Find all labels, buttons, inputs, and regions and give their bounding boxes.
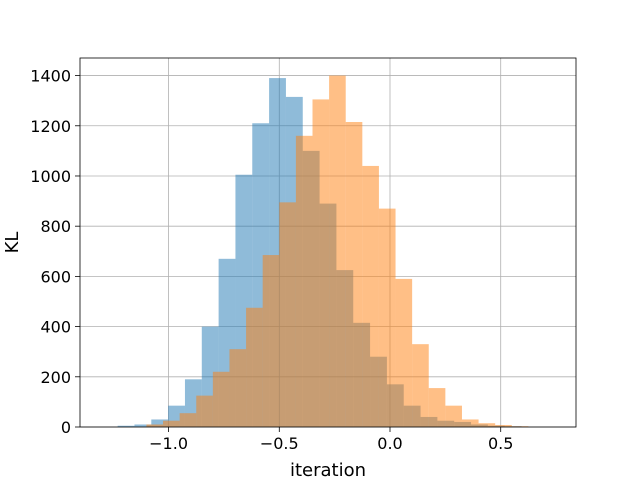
histogram-bar bbox=[179, 413, 197, 427]
histogram-bar bbox=[279, 202, 296, 427]
axes-frame bbox=[79, 57, 577, 428]
histogram-bar bbox=[461, 419, 479, 427]
histogram-bar bbox=[212, 371, 230, 427]
x-tick-label: 0.5 bbox=[488, 434, 513, 453]
histogram-bar bbox=[117, 425, 135, 427]
histogram-bar bbox=[395, 278, 413, 427]
histogram-bar bbox=[246, 307, 263, 427]
histogram-bar bbox=[428, 388, 446, 427]
histogram-bar bbox=[295, 135, 313, 427]
histogram-bar bbox=[146, 424, 164, 427]
y-tick-label: 1000 bbox=[30, 167, 71, 186]
y-tick-label: 400 bbox=[40, 318, 71, 337]
x-tick-label: 0.0 bbox=[377, 434, 402, 453]
histogram-bar bbox=[229, 349, 247, 427]
histogram-bar bbox=[378, 208, 396, 427]
histogram-bar bbox=[362, 165, 379, 427]
axis-ticks: −1.0 −0.5 0.0 0.5 0 200 400 600 800 1000 1200 1400 bbox=[30, 67, 513, 453]
histogram-bar bbox=[345, 122, 363, 428]
x-axis-label: iteration bbox=[290, 460, 366, 480]
histogram-bar bbox=[163, 420, 180, 427]
histogram-series-2 bbox=[146, 75, 529, 428]
histogram-bars bbox=[117, 75, 529, 428]
histogram-bar bbox=[312, 99, 330, 427]
histogram-bar bbox=[445, 405, 462, 427]
x-tick-label: −1.0 bbox=[149, 434, 188, 453]
y-tick-label: 1400 bbox=[30, 67, 71, 86]
histogram-bar bbox=[134, 424, 152, 427]
y-tick-label: 800 bbox=[40, 217, 71, 236]
y-axis-label: KL bbox=[2, 232, 23, 254]
histogram-bar bbox=[151, 419, 169, 427]
histogram-bar bbox=[329, 75, 346, 428]
histogram-bar bbox=[495, 424, 512, 427]
histogram-bar bbox=[478, 423, 496, 427]
histogram-bar bbox=[412, 344, 429, 427]
y-tick-label: 1200 bbox=[30, 117, 71, 136]
plot-area: −1.0 −0.5 0.0 0.5 0 200 400 600 800 1000 1200 1400 bbox=[30, 57, 577, 453]
y-tick-label: 200 bbox=[40, 368, 71, 387]
histogram-bar bbox=[262, 255, 280, 427]
histogram-bar bbox=[196, 395, 213, 427]
y-tick-label: 0 bbox=[61, 418, 71, 437]
x-tick-label: −0.5 bbox=[260, 434, 299, 453]
y-tick-label: 600 bbox=[40, 267, 71, 286]
